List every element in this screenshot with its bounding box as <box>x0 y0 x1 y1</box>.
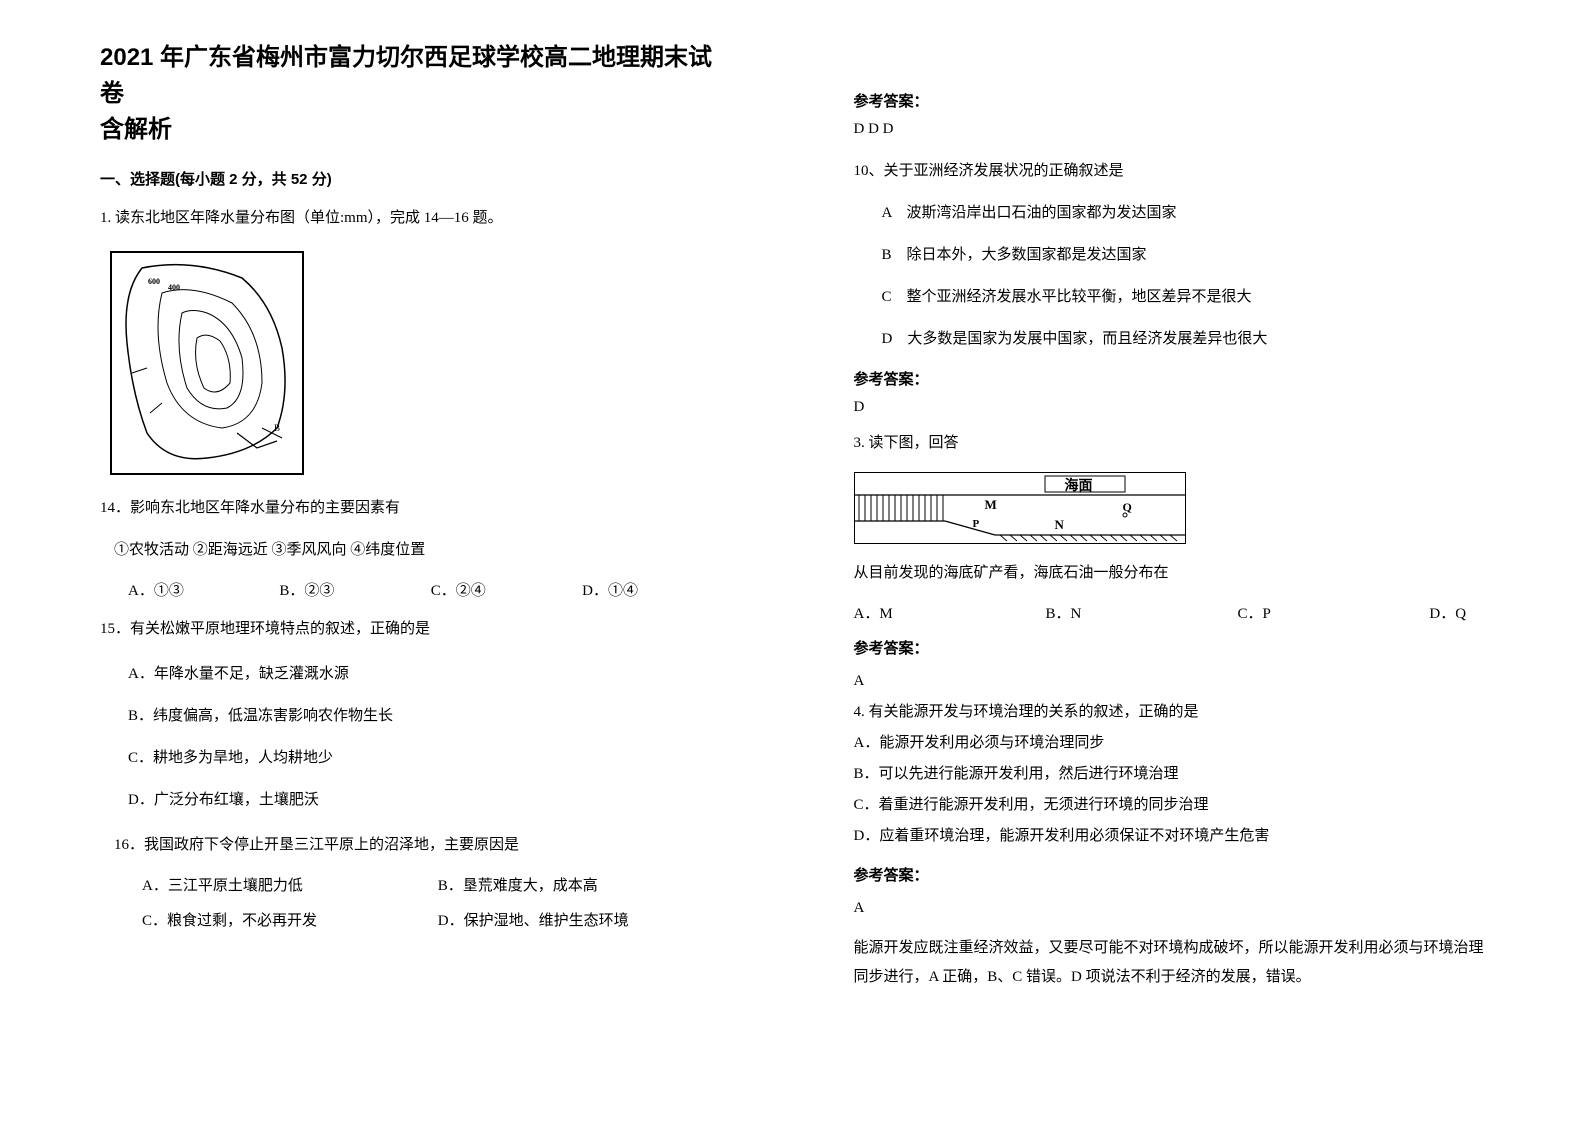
diagram-Q: Q <box>1123 500 1132 515</box>
q10-stem: 10、关于亚洲经济发展状况的正确叙述是 <box>854 156 1488 186</box>
q16-D: D．保护湿地、维护生态环境 <box>438 909 734 930</box>
map-svg: B <box>112 253 300 471</box>
q10-A: A 波斯湾沿岸出口石油的国家都为发达国家 <box>882 198 1488 228</box>
q1-stem: 1. 读东北地区年降水量分布图（单位:mm），完成 14—16 题。 <box>100 203 734 233</box>
q14-stem: 14．影响东北地区年降水量分布的主要因素有 <box>100 493 734 523</box>
map-label-400: 400 <box>168 283 180 292</box>
q14-options: A．①③ B．②③ C．②④ D．①④ <box>128 579 734 600</box>
q16-A: A．三江平原土壤肥力低 <box>142 874 438 895</box>
ans-q3: A <box>854 668 1488 695</box>
q3-options: A．M B．N C．P D．Q <box>854 602 1488 623</box>
q4-D: D．应着重环境治理，能源开发利用必须保证不对环境产生危害 <box>854 823 1488 850</box>
q15-D: D．广泛分布红壤，土壤肥沃 <box>128 782 734 818</box>
q14-C: C．②④ <box>431 579 582 600</box>
diagram-P: P <box>973 518 980 530</box>
ans-label-4: 参考答案： <box>854 864 1488 885</box>
seafloor-svg <box>855 473 1185 543</box>
ans-q10: D <box>854 399 1488 416</box>
q4-stem: 4. 有关能源开发与环境治理的关系的叙述，正确的是 <box>854 699 1488 726</box>
q4-A: A．能源开发利用必须与环境治理同步 <box>854 730 1488 757</box>
q14-B: B．②③ <box>279 579 430 600</box>
section-1-heading: 一、选择题(每小题 2 分，共 52 分) <box>100 168 734 189</box>
map-label-600: 600 <box>148 277 160 286</box>
q4-C: C．着重进行能源开发利用，无须进行环境的同步治理 <box>854 792 1488 819</box>
q3-B: B．N <box>1045 602 1237 623</box>
q15-stem: 15．有关松嫩平原地理环境特点的叙述，正确的是 <box>100 614 734 644</box>
q4-explanation: 能源开发应既注重经济效益，又要尽可能不对环境构成破坏，所以能源开发利用必须与环境… <box>854 934 1488 991</box>
q15-A: A．年降水量不足，缺乏灌溉水源 <box>128 656 734 692</box>
ans-q1: D D D <box>854 121 1488 138</box>
q3-line2: 从目前发现的海底矿产看，海底石油一般分布在 <box>854 558 1488 588</box>
q14-line2: ①农牧活动 ②距海远近 ③季风风向 ④纬度位置 <box>114 535 734 565</box>
diagram-N: N <box>1055 517 1064 533</box>
q14-D: D．①④ <box>582 579 733 600</box>
diagram-M: M <box>985 497 997 513</box>
q14-A: A．①③ <box>128 579 279 600</box>
q3-stem: 3. 读下图，回答 <box>854 428 1488 458</box>
exam-title: 2021 年广东省梅州市富力切尔西足球学校高二地理期末试卷 含解析 <box>100 40 734 148</box>
svg-text:B: B <box>274 423 280 433</box>
q15-B: B．纬度偏高，低温冻害影响农作物生长 <box>128 698 734 734</box>
q16-stem: 16．我国政府下令停止开垦三江平原上的沼泽地，主要原因是 <box>114 830 734 860</box>
seafloor-diagram: M 海面 P N Q <box>854 472 1186 544</box>
ans-label-3: 参考答案： <box>854 637 1488 658</box>
q4-B: B．可以先进行能源开发利用，然后进行环境治理 <box>854 761 1488 788</box>
ans-label-2: 参考答案： <box>854 368 1488 389</box>
q10-C: C 整个亚洲经济发展水平比较平衡，地区差异不是很大 <box>882 282 1488 312</box>
q16-C: C．粮食过剩，不必再开发 <box>142 909 438 930</box>
q3-D: D．Q <box>1429 602 1487 623</box>
title-line1: 2021 年广东省梅州市富力切尔西足球学校高二地理期末试卷 <box>100 44 712 107</box>
ans-label-1: 参考答案： <box>854 90 1488 111</box>
map-figure: B 600 400 <box>110 251 304 475</box>
q3-C: C．P <box>1237 602 1429 623</box>
ans-q4: A <box>854 895 1488 922</box>
title-line2: 含解析 <box>100 116 172 143</box>
q16-row2: C．粮食过剩，不必再开发 D．保护湿地、维护生态环境 <box>142 909 734 930</box>
q3-A: A．M <box>854 602 1046 623</box>
diagram-sea: 海面 <box>1065 475 1093 495</box>
q15-C: C．耕地多为旱地，人均耕地少 <box>128 740 734 776</box>
q16-B: B．垦荒难度大，成本高 <box>438 874 734 895</box>
q16-row1: A．三江平原土壤肥力低 B．垦荒难度大，成本高 <box>142 874 734 895</box>
q10-D: D 大多数是国家为发展中国家，而且经济发展差异也很大 <box>882 324 1488 354</box>
q10-B: B 除日本外，大多数国家都是发达国家 <box>882 240 1488 270</box>
